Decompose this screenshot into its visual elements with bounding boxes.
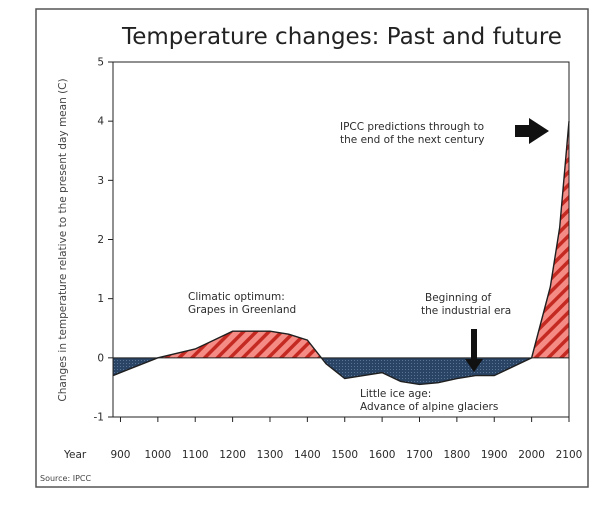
y-axis-label: Changes in temperature relative to the p… bbox=[57, 78, 69, 401]
y-tick-label: 3 bbox=[97, 175, 104, 187]
x-tick-label: 1200 bbox=[219, 449, 246, 461]
x-tick-label: 1800 bbox=[444, 449, 471, 461]
x-tick-label: 1700 bbox=[406, 449, 433, 461]
y-axis-ticks: -1 0 1 2 3 4 5 bbox=[94, 57, 113, 424]
y-tick-label: 2 bbox=[97, 234, 104, 246]
y-tick-label: 5 bbox=[97, 57, 104, 69]
x-tick-label: 2100 bbox=[556, 449, 583, 461]
cool-area-fill bbox=[113, 357, 532, 385]
source-note: Source: IPCC bbox=[40, 474, 91, 483]
x-tick-label: 1300 bbox=[257, 449, 284, 461]
x-tick-label: 2000 bbox=[518, 449, 545, 461]
y-tick-label: -1 bbox=[94, 412, 104, 424]
x-tick-label: 1600 bbox=[369, 449, 396, 461]
down-arrow-icon bbox=[465, 329, 483, 372]
annotation-little-ice-age-line1: Little ice age: bbox=[360, 388, 431, 400]
x-tick-label: 1500 bbox=[331, 449, 358, 461]
annotation-climatic-optimum-line1: Climatic optimum: bbox=[188, 291, 285, 303]
chart-title: Temperature changes: Past and future bbox=[121, 24, 562, 50]
x-tick-label: 900 bbox=[110, 449, 130, 461]
cool-anomaly-area bbox=[113, 357, 532, 385]
annotation-ipcc-line2: the end of the next century bbox=[340, 134, 485, 146]
x-tick-label: 1100 bbox=[182, 449, 209, 461]
annotation-industrial-era-line2: the industrial era bbox=[421, 305, 511, 317]
y-tick-label: 4 bbox=[97, 116, 104, 128]
x-tick-label: 1900 bbox=[481, 449, 508, 461]
temperature-curve bbox=[112, 121, 570, 386]
annotation-industrial-era-line1: Beginning of bbox=[425, 292, 492, 304]
x-tick-label: 1400 bbox=[294, 449, 321, 461]
annotation-climatic-optimum-line2: Grapes in Greenland bbox=[188, 304, 296, 316]
y-tick-label: 0 bbox=[97, 352, 104, 364]
x-axis-label: Year bbox=[63, 449, 87, 461]
annotation-ipcc-line1: IPCC predictions through to bbox=[340, 121, 484, 133]
figure-frame bbox=[35, 8, 589, 488]
annotation-little-ice-age-line2: Advance of alpine glaciers bbox=[360, 401, 498, 413]
x-tick-label: 1000 bbox=[144, 449, 171, 461]
y-tick-label: 1 bbox=[97, 293, 104, 305]
right-arrow-icon bbox=[515, 118, 549, 144]
x-axis-ticks: 900 1000 1100 1200 1300 1400 1500 1600 1700 1800 1… bbox=[110, 417, 582, 461]
